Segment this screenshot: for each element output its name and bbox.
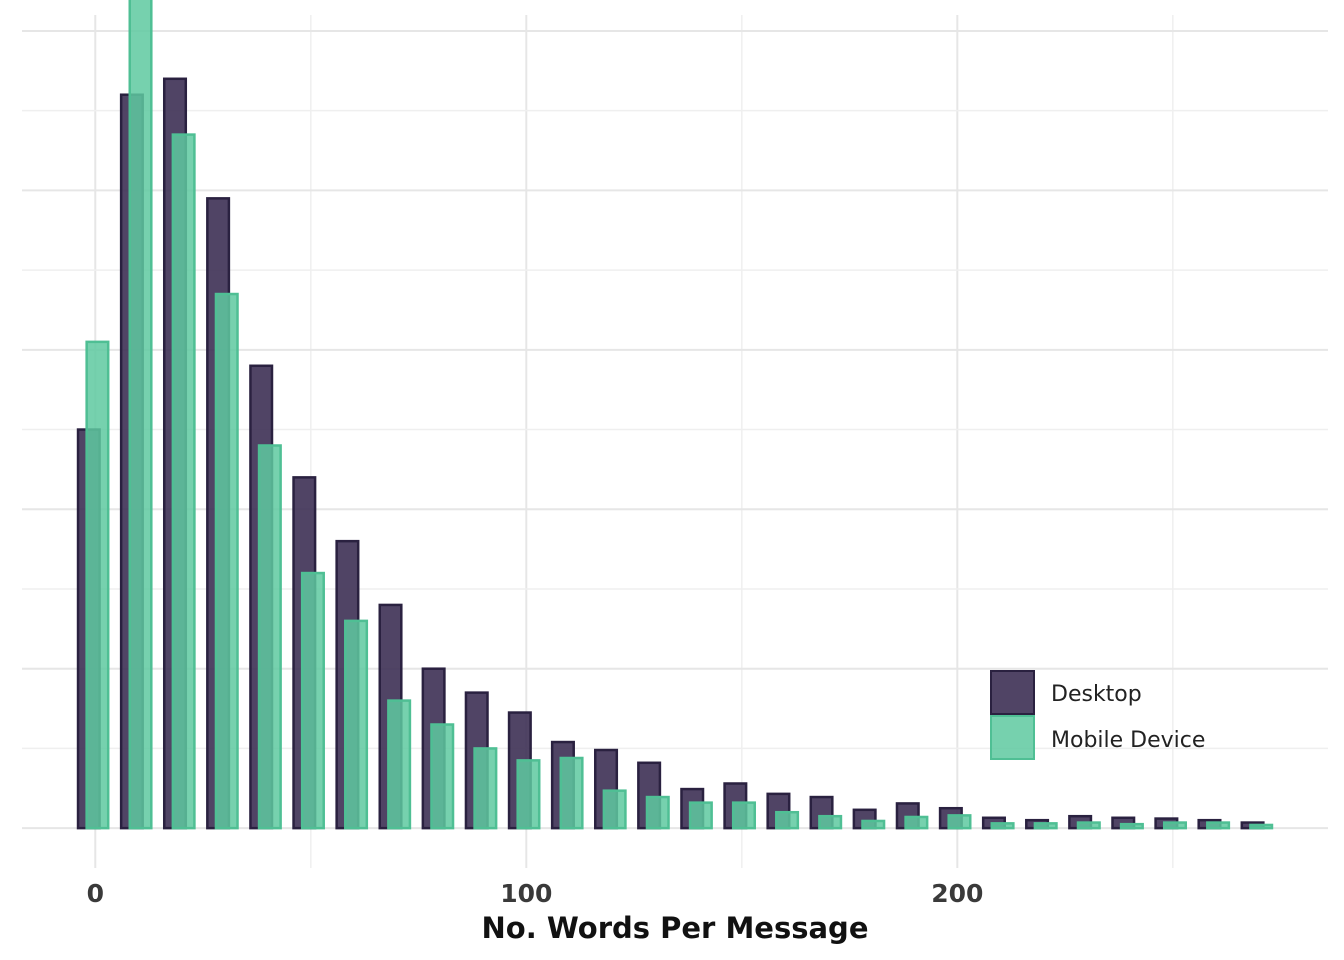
series-mobile-device-bars <box>85 0 1274 830</box>
bar-mobile-device-190 <box>904 815 929 830</box>
bar-mobile-device-30 <box>214 292 239 830</box>
bar-mobile-device-150 <box>731 801 756 830</box>
legend-label-mobile-device: Mobile Device <box>1051 728 1205 753</box>
x-axis-tick-labels: 0 100 200 <box>87 879 984 908</box>
x-axis-title: No. Words Per Message <box>482 911 869 945</box>
bar-mobile-device-90 <box>473 747 498 830</box>
bar-mobile-device-40 <box>257 444 282 830</box>
bar-mobile-device-0 <box>85 340 110 830</box>
bar-mobile-device-210 <box>990 822 1015 830</box>
legend-swatch-mobile-device <box>990 715 1035 760</box>
bar-mobile-device-160 <box>775 810 800 830</box>
bar-mobile-device-180 <box>861 819 886 830</box>
bar-mobile-device-80 <box>430 723 455 830</box>
bar-mobile-device-60 <box>344 619 369 830</box>
bar-mobile-device-130 <box>645 795 670 830</box>
bar-mobile-device-270 <box>1249 823 1274 830</box>
bar-mobile-device-260 <box>1206 821 1231 830</box>
bar-mobile-device-100 <box>516 759 541 830</box>
bar-mobile-device-20 <box>171 133 196 830</box>
x-tick-label-0: 0 <box>87 879 104 908</box>
grid-lines <box>22 15 1328 868</box>
bar-mobile-device-110 <box>559 756 584 830</box>
bar-mobile-device-250 <box>1162 821 1188 830</box>
bar-mobile-device-240 <box>1119 822 1144 830</box>
legend: Desktop Mobile Device <box>990 670 1205 760</box>
bar-mobile-device-70 <box>387 699 412 830</box>
bar-mobile-device-200 <box>947 814 972 830</box>
bar-mobile-device-10 <box>128 0 153 830</box>
legend-label-desktop: Desktop <box>1051 682 1142 707</box>
bar-mobile-device-220 <box>1033 822 1058 830</box>
bar-mobile-device-120 <box>602 789 627 830</box>
x-tick-label-200: 200 <box>931 879 983 908</box>
legend-swatch-desktop <box>990 670 1035 715</box>
bar-mobile-device-230 <box>1076 821 1101 830</box>
bar-mobile-device-50 <box>300 571 325 830</box>
x-tick-label-100: 100 <box>500 879 552 908</box>
bar-mobile-device-140 <box>688 801 713 830</box>
bar-mobile-device-170 <box>818 814 843 830</box>
